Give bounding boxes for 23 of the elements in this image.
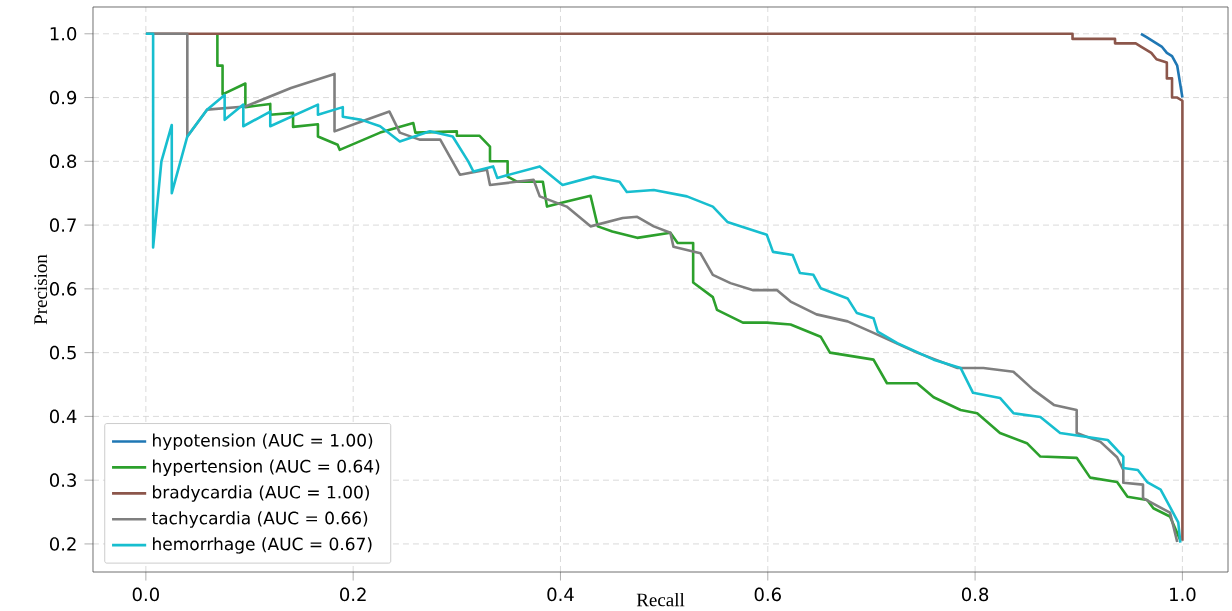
x-tick-label: 1.0 xyxy=(1170,587,1196,602)
legend-label: bradycardia (AUC = 1.00) xyxy=(153,485,369,502)
y-tick-label: 0.3 xyxy=(49,473,76,487)
y-tick-label: 0.5 xyxy=(49,345,76,360)
x-tick-label: 0.2 xyxy=(340,587,366,602)
y-tick-label: 0.8 xyxy=(49,154,77,169)
x-tick-label: 0.8 xyxy=(961,587,989,602)
x-tick-label: 0.4 xyxy=(547,587,574,602)
legend-label: hypertension (AUC = 0.64) xyxy=(153,459,380,476)
line-series xyxy=(1139,32,1184,99)
legend-label: tachycardia (AUC = 0.66) xyxy=(151,511,368,528)
y-tick-label: 0.9 xyxy=(49,90,77,105)
y-tick-label: 0.4 xyxy=(49,409,77,424)
y-tick-label: 0.6 xyxy=(49,282,77,296)
y-axis-title: Precision xyxy=(34,254,48,325)
legend-label: hemorrhage (AUC = 0.67) xyxy=(153,537,372,554)
y-tick-label: 0.7 xyxy=(49,218,76,232)
x-tick-label: 0.0 xyxy=(132,587,159,602)
x-tick-label: 0.6 xyxy=(754,587,781,602)
y-tick-label: 1.0 xyxy=(50,26,77,41)
x-axis-title: Recall xyxy=(636,592,685,607)
legend-label: hypotension (AUC = 1.00) xyxy=(153,433,373,451)
y-tick-label: 0.2 xyxy=(49,537,76,551)
